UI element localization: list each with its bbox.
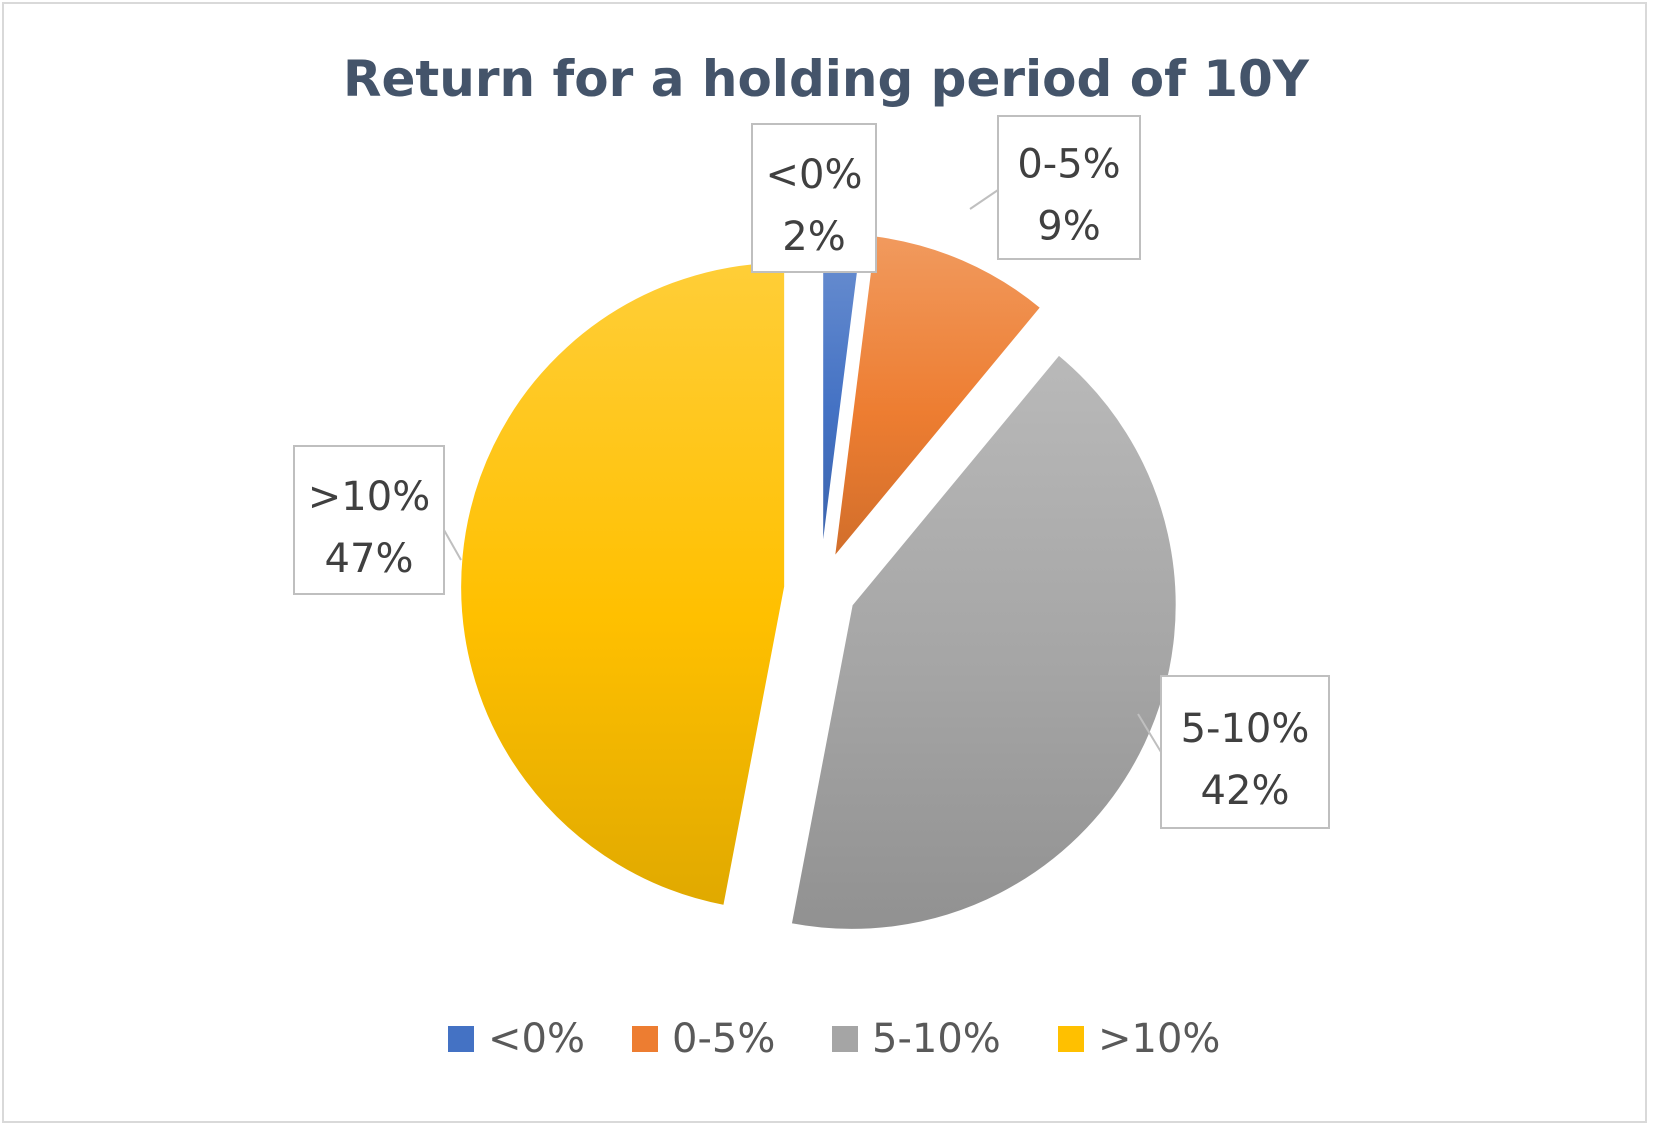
legend-label-3: >10% xyxy=(1098,1016,1220,1062)
leader-line-3 xyxy=(443,529,462,561)
data-label-value-2: 42% xyxy=(1201,768,1290,814)
data-labels: <0% 2% 0-5% 9% 5-10% 42% >10% 47% xyxy=(293,115,1330,829)
legend-swatch-1 xyxy=(632,1026,658,1052)
leader-line-1 xyxy=(969,189,999,210)
pie-slice-1 xyxy=(832,234,1043,562)
chart-title: Return for a holding period of 10Y xyxy=(343,50,1310,108)
legend-swatch-3 xyxy=(1058,1026,1084,1052)
pie-slice-3 xyxy=(459,260,787,908)
legend-label-2: 5-10% xyxy=(872,1016,1001,1062)
legend: <0% 0-5% 5-10% >10% xyxy=(448,1016,1220,1062)
legend-label-0: <0% xyxy=(488,1016,585,1062)
legend-label-1: 0-5% xyxy=(672,1016,775,1062)
data-label-category-1: 0-5% xyxy=(1017,142,1120,188)
data-label-box-2 xyxy=(1160,675,1330,829)
pie-slices xyxy=(459,229,1178,931)
data-label-value-0: 2% xyxy=(782,214,845,260)
data-label-value-1: 9% xyxy=(1037,204,1100,250)
legend-swatch-2 xyxy=(832,1026,858,1052)
data-label-category-0: <0% xyxy=(766,152,863,198)
label-leaders xyxy=(443,189,1162,753)
data-label-box-3 xyxy=(293,445,445,595)
pie-slice-2 xyxy=(789,353,1178,931)
legend-swatch-0 xyxy=(448,1026,474,1052)
leader-line-2 xyxy=(1137,713,1162,753)
data-label-box-1 xyxy=(997,115,1141,260)
data-label-value-3: 47% xyxy=(325,536,414,582)
data-label-category-3: >10% xyxy=(308,474,430,520)
data-label-category-2: 5-10% xyxy=(1181,706,1310,752)
data-label-box-0 xyxy=(751,123,877,273)
